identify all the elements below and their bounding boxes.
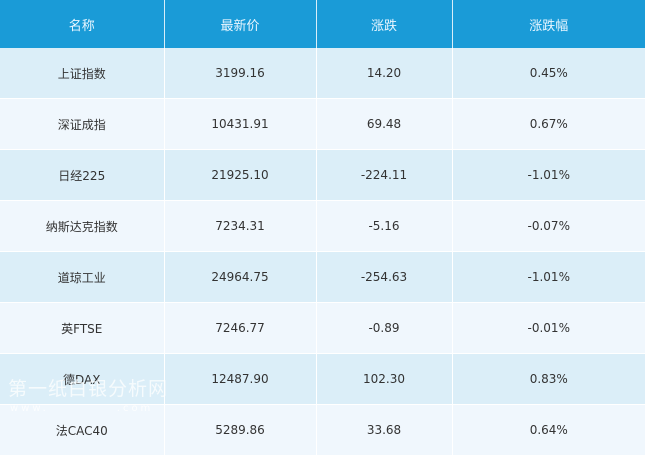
cell-latest-price: 5289.86 xyxy=(164,404,317,456)
table-row: 法CAC40 5289.86 33.68 0.64% xyxy=(0,404,645,456)
cell-name: 纳斯达克指数 xyxy=(0,200,165,252)
cell-change: -224.11 xyxy=(316,149,453,201)
header-name: 名称 xyxy=(0,0,165,48)
table-row: 日经225 21925.10 -224.11 -1.01% xyxy=(0,149,645,201)
cell-name: 英FTSE xyxy=(0,302,165,354)
cell-name: 上证指数 xyxy=(0,48,165,99)
header-latest-price: 最新价 xyxy=(164,0,317,48)
table-row: 深证成指 10431.91 69.48 0.67% xyxy=(0,98,645,150)
cell-latest-price: 12487.90 xyxy=(164,353,317,405)
cell-change-percent: -1.01% xyxy=(452,149,645,201)
cell-change-percent: 0.45% xyxy=(452,48,645,99)
table-row: 道琼工业 24964.75 -254.63 -1.01% xyxy=(0,251,645,303)
table-row: 纳斯达克指数 7234.31 -5.16 -0.07% xyxy=(0,200,645,252)
cell-change: -5.16 xyxy=(316,200,453,252)
cell-latest-price: 7246.77 xyxy=(164,302,317,354)
table-row: 英FTSE 7246.77 -0.89 -0.01% xyxy=(0,302,645,354)
cell-latest-price: 10431.91 xyxy=(164,98,317,150)
cell-latest-price: 21925.10 xyxy=(164,149,317,201)
cell-change: 33.68 xyxy=(316,404,453,456)
cell-change-percent: -0.01% xyxy=(452,302,645,354)
cell-name: 深证成指 xyxy=(0,98,165,150)
cell-change-percent: 0.83% xyxy=(452,353,645,405)
header-change: 涨跌 xyxy=(316,0,453,48)
cell-change: -254.63 xyxy=(316,251,453,303)
cell-change: -0.89 xyxy=(316,302,453,354)
cell-latest-price: 3199.16 xyxy=(164,48,317,99)
cell-change: 14.20 xyxy=(316,48,453,99)
cell-change-percent: -0.07% xyxy=(452,200,645,252)
cell-name: 法CAC40 xyxy=(0,404,165,456)
cell-name: 道琼工业 xyxy=(0,251,165,303)
cell-change: 69.48 xyxy=(316,98,453,150)
cell-latest-price: 7234.31 xyxy=(164,200,317,252)
table-row: 德DAX 12487.90 102.30 0.83% xyxy=(0,353,645,405)
cell-name: 德DAX xyxy=(0,353,165,405)
cell-change: 102.30 xyxy=(316,353,453,405)
cell-change-percent: -1.01% xyxy=(452,251,645,303)
table-header-row: 名称 最新价 涨跌 涨跌幅 xyxy=(0,0,645,48)
table-row: 上证指数 3199.16 14.20 0.45% xyxy=(0,48,645,99)
cell-change-percent: 0.64% xyxy=(452,404,645,456)
header-change-percent: 涨跌幅 xyxy=(452,0,645,48)
cell-name: 日经225 xyxy=(0,149,165,201)
cell-latest-price: 24964.75 xyxy=(164,251,317,303)
cell-change-percent: 0.67% xyxy=(452,98,645,150)
